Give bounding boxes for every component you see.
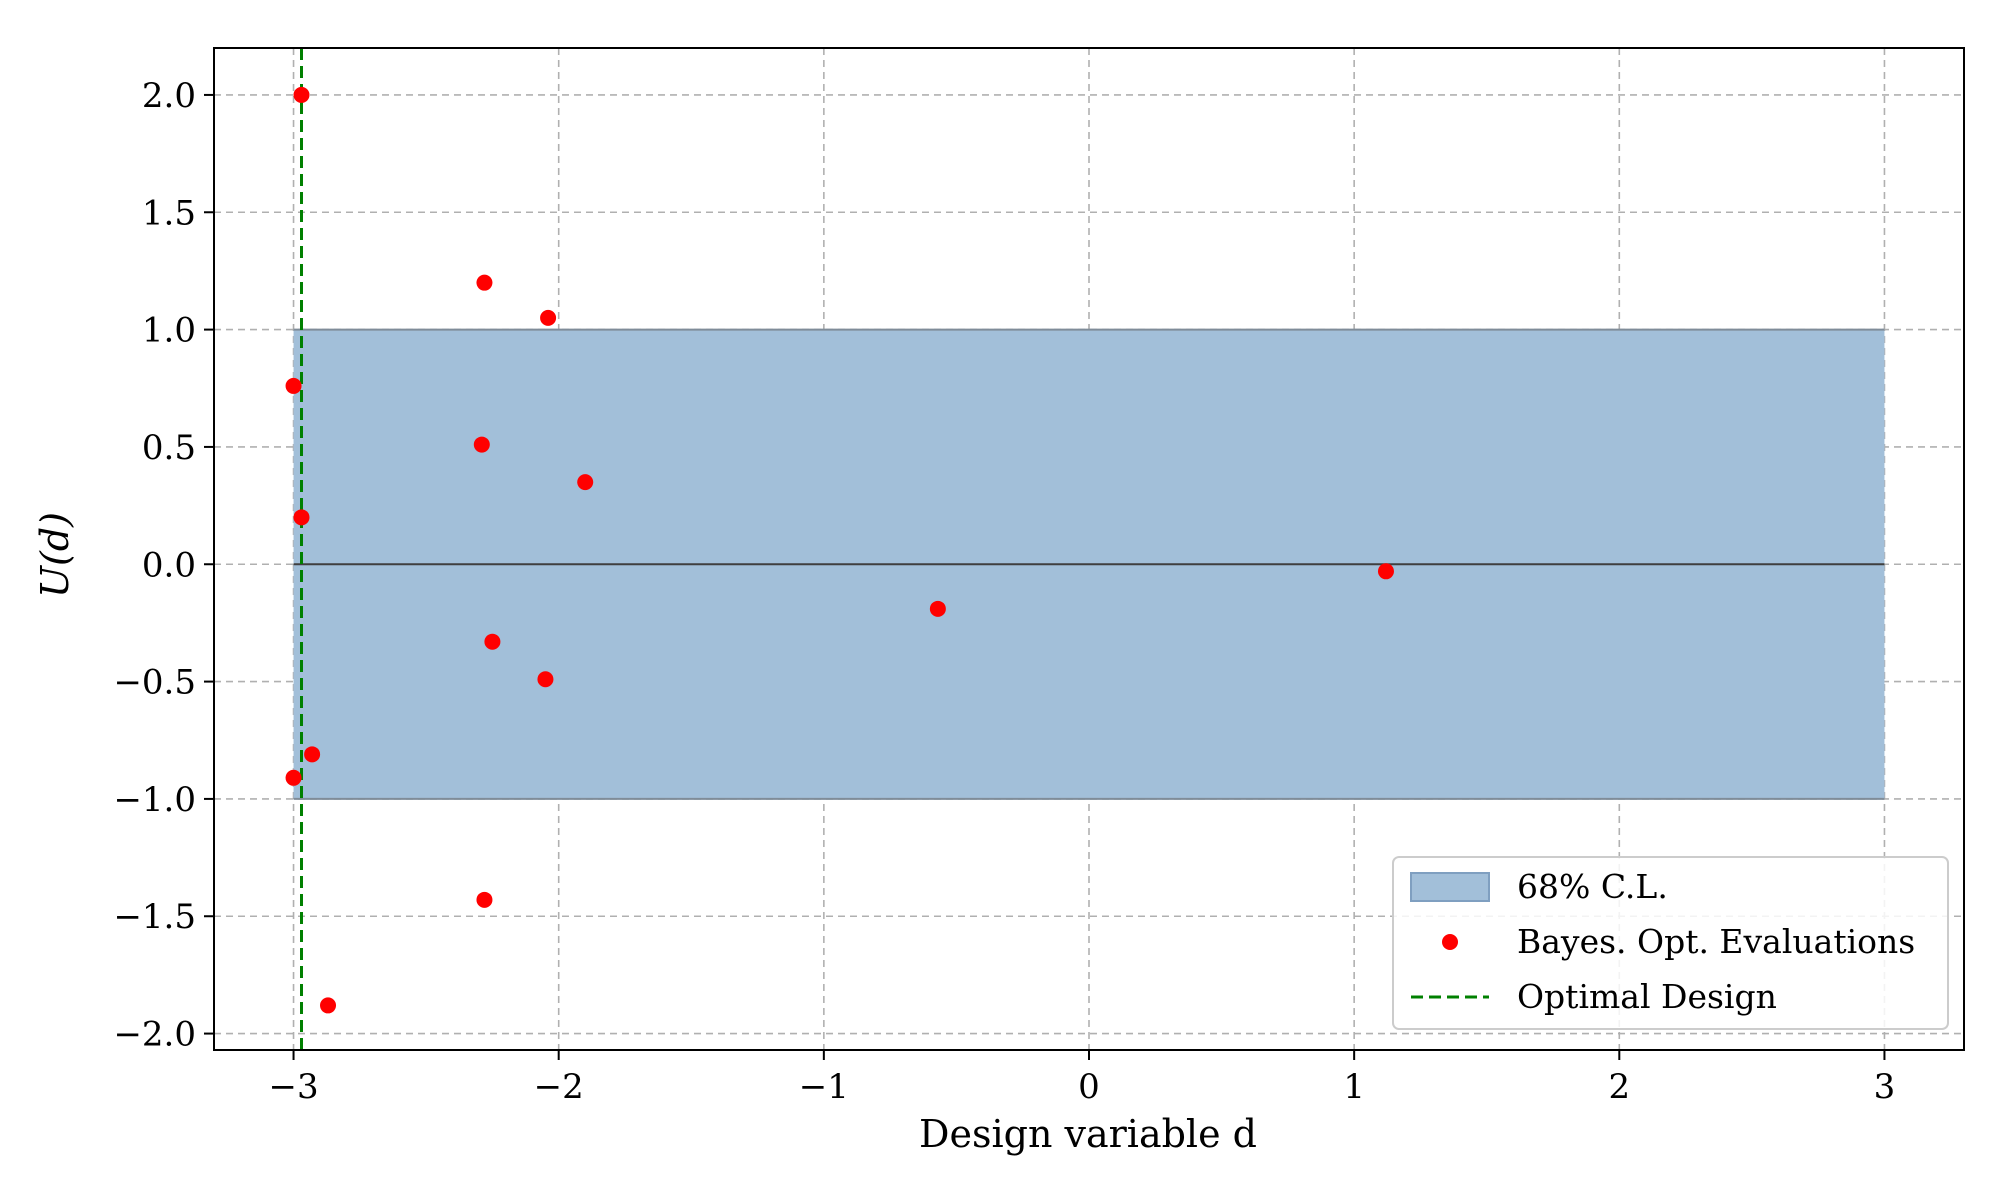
x-tick-label: −1 — [799, 1067, 849, 1107]
y-tick-label: 1.5 — [142, 193, 196, 233]
x-axis-label: Design variable d — [919, 1112, 1257, 1156]
evaluation-point — [929, 600, 946, 617]
x-tick-label: 1 — [1343, 1067, 1365, 1107]
evaluation-point — [304, 746, 321, 763]
y-tick-label: 1.0 — [142, 311, 196, 351]
y-axis-label: U(d) — [33, 512, 77, 598]
x-tick-label: 0 — [1078, 1067, 1100, 1107]
evaluation-point — [484, 633, 501, 650]
legend-band-label: 68% C.L. — [1517, 867, 1668, 906]
legend-box — [1392, 856, 1949, 1030]
x-tick-label: −3 — [268, 1067, 318, 1107]
evaluation-point — [476, 891, 493, 908]
x-tick-label: 2 — [1608, 1067, 1630, 1107]
x-axis-ticks: −3 −2 −1 0 1 2 3 — [268, 1050, 1895, 1107]
evaluation-point — [293, 509, 310, 526]
y-tick-label: 2.0 — [142, 76, 196, 116]
y-tick-label: −2.0 — [113, 1015, 196, 1055]
legend-point-swatch — [1442, 934, 1458, 950]
evaluation-point — [577, 474, 594, 491]
y-tick-label: 0.0 — [142, 545, 196, 585]
evaluation-point — [537, 671, 554, 688]
evaluation-point — [1377, 563, 1394, 580]
evaluation-point — [320, 997, 337, 1014]
y-tick-label: −1.0 — [113, 780, 196, 820]
evaluation-point — [540, 309, 557, 326]
evaluation-point — [285, 769, 302, 786]
x-tick-label: 3 — [1874, 1067, 1896, 1107]
y-tick-label: −0.5 — [113, 663, 196, 703]
evaluation-point — [476, 274, 493, 291]
legend-vline-label: Optimal Design — [1517, 977, 1777, 1016]
evaluation-points — [285, 86, 1394, 1014]
legend-band-swatch — [1410, 872, 1490, 902]
evaluation-point — [293, 86, 310, 103]
confidence-band — [293, 328, 1885, 800]
evaluation-point — [285, 377, 302, 394]
evaluation-point — [473, 436, 490, 453]
legend-points-label: Bayes. Opt. Evaluations — [1517, 922, 1915, 961]
y-tick-label: −1.5 — [113, 897, 196, 937]
y-tick-label: 0.5 — [142, 428, 196, 468]
y-axis-ticks: −2.0 −1.5 −1.0 −0.5 0.0 0.5 1.0 1.5 2.0 — [113, 76, 214, 1055]
legend: 68% C.L. Bayes. Opt. Evaluations Optimal… — [1392, 856, 1949, 1030]
x-tick-label: −2 — [534, 1067, 584, 1107]
